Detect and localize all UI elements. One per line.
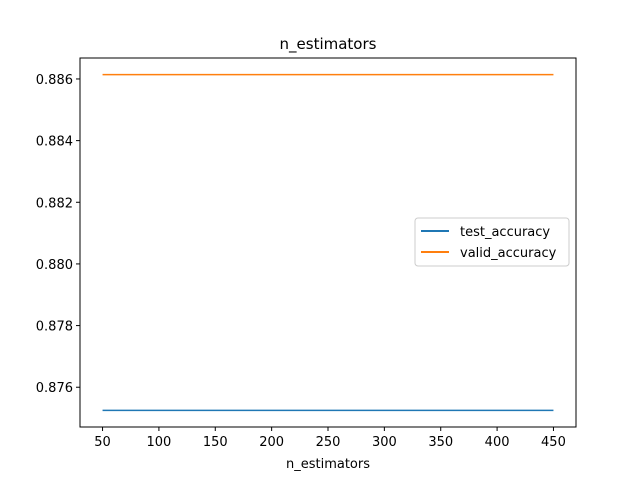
series-layer bbox=[102, 73, 554, 412]
x-tick-label: 250 bbox=[316, 435, 341, 450]
x-axis-label: n_estimators bbox=[286, 457, 370, 472]
legend-box bbox=[414, 217, 570, 267]
x-tick-label: 50 bbox=[94, 435, 111, 450]
x-tick-label: 200 bbox=[259, 435, 284, 450]
x-tick-label: 350 bbox=[428, 435, 453, 450]
x-tick-label: 100 bbox=[146, 435, 171, 450]
y-tick-label: 0.886 bbox=[36, 73, 73, 88]
legend: test_accuracy valid_accuracy bbox=[414, 217, 570, 267]
y-axis: 0.876 0.878 0.880 0.882 0.884 0.886 bbox=[36, 73, 80, 396]
y-tick-label: 0.878 bbox=[36, 320, 73, 335]
legend-label-test-accuracy: test_accuracy bbox=[460, 225, 550, 240]
y-tick-label: 0.884 bbox=[36, 135, 73, 150]
x-tick-label: 400 bbox=[485, 435, 510, 450]
x-tick-label: 300 bbox=[372, 435, 397, 450]
chart-title: n_estimators bbox=[280, 35, 377, 54]
y-tick-label: 0.880 bbox=[36, 258, 73, 273]
y-tick-label: 0.876 bbox=[36, 381, 73, 396]
x-tick-label: 450 bbox=[541, 435, 566, 450]
x-tick-label: 150 bbox=[203, 435, 228, 450]
y-tick-label: 0.882 bbox=[36, 196, 73, 211]
legend-label-valid-accuracy: valid_accuracy bbox=[460, 246, 557, 261]
x-axis: 50 100 150 200 250 300 350 400 450 bbox=[94, 427, 566, 450]
